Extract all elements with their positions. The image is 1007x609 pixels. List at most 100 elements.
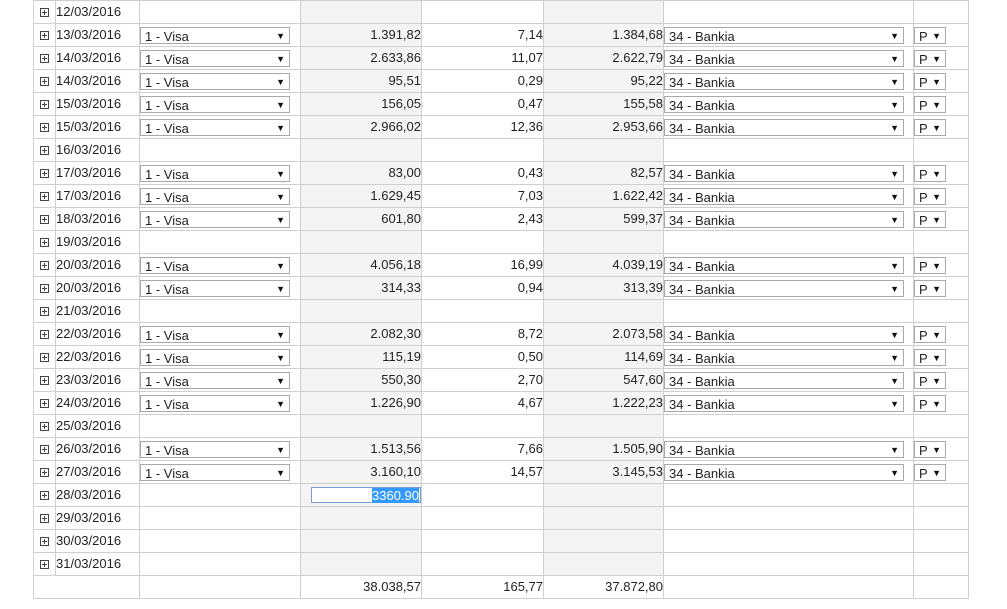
status-select[interactable]: P ▼ xyxy=(914,188,946,206)
expand-plus-icon[interactable] xyxy=(40,192,49,202)
card-type-select[interactable]: 1 - Visa ▼ xyxy=(140,165,290,183)
expand-plus-icon[interactable] xyxy=(40,445,49,455)
expand-plus-icon[interactable] xyxy=(40,330,49,340)
card-type-select[interactable]: 1 - Visa ▼ xyxy=(140,96,290,114)
card-type-cell: 1 - Visa ▼ xyxy=(139,161,301,185)
bank-select[interactable]: 34 - Bankia ▼ xyxy=(664,280,904,298)
amount-cell xyxy=(300,138,422,162)
card-type-select[interactable]: 1 - Visa ▼ xyxy=(140,27,290,45)
expand-plus-icon[interactable] xyxy=(40,376,49,386)
bank-select[interactable]: 34 - Bankia ▼ xyxy=(664,188,904,206)
date-cell: 13/03/2016 xyxy=(55,23,140,47)
amount-cell xyxy=(300,552,422,576)
date-cell: 30/03/2016 xyxy=(55,529,140,553)
table-row: 14/03/2016 1 - Visa ▼ 2.633,86 11,07 2.622,79… xyxy=(33,46,969,70)
card-type-select[interactable]: 1 - Visa ▼ xyxy=(140,372,290,390)
status-select[interactable]: P ▼ xyxy=(914,441,946,459)
status-select-value: P xyxy=(919,282,928,298)
amount-edit-selected-text: 3360.90 xyxy=(372,488,419,503)
expand-plus-icon[interactable] xyxy=(40,491,49,501)
status-select-value: P xyxy=(919,328,928,344)
status-select[interactable]: P ▼ xyxy=(914,257,946,275)
status-select[interactable]: P ▼ xyxy=(914,73,946,91)
chevron-down-icon: ▼ xyxy=(890,100,899,111)
expand-plus-icon[interactable] xyxy=(40,146,49,156)
card-type-select[interactable]: 1 - Visa ▼ xyxy=(140,119,290,137)
card-type-select[interactable]: 1 - Visa ▼ xyxy=(140,188,290,206)
expand-cell xyxy=(33,23,56,47)
expand-plus-icon[interactable] xyxy=(40,514,49,524)
bank-select[interactable]: 34 - Bankia ▼ xyxy=(664,119,904,137)
date-cell: 24/03/2016 xyxy=(55,391,140,415)
bank-cell xyxy=(663,138,914,162)
bank-select[interactable]: 34 - Bankia ▼ xyxy=(664,326,904,344)
date-cell: 26/03/2016 xyxy=(55,437,140,461)
fee-cell xyxy=(421,299,544,323)
status-select[interactable]: P ▼ xyxy=(914,96,946,114)
chevron-down-icon: ▼ xyxy=(932,376,941,387)
expand-plus-icon[interactable] xyxy=(40,399,49,409)
status-select[interactable]: P ▼ xyxy=(914,395,946,413)
bank-select[interactable]: 34 - Bankia ▼ xyxy=(664,395,904,413)
expand-plus-icon[interactable] xyxy=(40,422,49,432)
card-type-select[interactable]: 1 - Visa ▼ xyxy=(140,50,290,68)
expand-plus-icon[interactable] xyxy=(40,537,49,547)
status-select[interactable]: P ▼ xyxy=(914,349,946,367)
expand-plus-icon[interactable] xyxy=(40,31,49,41)
status-select[interactable]: P ▼ xyxy=(914,326,946,344)
status-select[interactable]: P ▼ xyxy=(914,119,946,137)
bank-select[interactable]: 34 - Bankia ▼ xyxy=(664,372,904,390)
card-type-select[interactable]: 1 - Visa ▼ xyxy=(140,349,290,367)
table-row: 28/03/2016 3360.90 xyxy=(33,483,969,507)
status-select[interactable]: P ▼ xyxy=(914,50,946,68)
card-type-select[interactable]: 1 - Visa ▼ xyxy=(140,464,290,482)
card-type-select[interactable]: 1 - Visa ▼ xyxy=(140,326,290,344)
status-select[interactable]: P ▼ xyxy=(914,27,946,45)
bank-select[interactable]: 34 - Bankia ▼ xyxy=(664,73,904,91)
card-type-cell: 1 - Visa ▼ xyxy=(139,322,301,346)
card-type-select[interactable]: 1 - Visa ▼ xyxy=(140,441,290,459)
bank-select[interactable]: 34 - Bankia ▼ xyxy=(664,96,904,114)
bank-select[interactable]: 34 - Bankia ▼ xyxy=(664,27,904,45)
expand-plus-icon[interactable] xyxy=(40,215,49,225)
status-select[interactable]: P ▼ xyxy=(914,165,946,183)
amount-edit-input[interactable]: 3360.90 xyxy=(311,487,421,503)
expand-plus-icon[interactable] xyxy=(40,169,49,179)
expand-plus-icon[interactable] xyxy=(40,307,49,317)
card-type-select[interactable]: 1 - Visa ▼ xyxy=(140,280,290,298)
chevron-down-icon: ▼ xyxy=(932,215,941,226)
bank-select[interactable]: 34 - Bankia ▼ xyxy=(664,257,904,275)
bank-select-value: 34 - Bankia xyxy=(669,29,735,45)
expand-cell xyxy=(33,138,56,162)
bank-select[interactable]: 34 - Bankia ▼ xyxy=(664,441,904,459)
expand-plus-icon[interactable] xyxy=(40,261,49,271)
status-select[interactable]: P ▼ xyxy=(914,280,946,298)
expand-plus-icon[interactable] xyxy=(40,77,49,87)
amount-cell: 1.391,82 xyxy=(300,23,422,47)
status-select[interactable]: P ▼ xyxy=(914,372,946,390)
bank-select[interactable]: 34 - Bankia ▼ xyxy=(664,464,904,482)
expand-plus-icon[interactable] xyxy=(40,54,49,64)
expand-plus-icon[interactable] xyxy=(40,560,49,570)
bank-select[interactable]: 34 - Bankia ▼ xyxy=(664,349,904,367)
expand-plus-icon[interactable] xyxy=(40,100,49,110)
card-type-select[interactable]: 1 - Visa ▼ xyxy=(140,211,290,229)
card-type-select[interactable]: 1 - Visa ▼ xyxy=(140,257,290,275)
bank-select[interactable]: 34 - Bankia ▼ xyxy=(664,165,904,183)
expand-plus-icon[interactable] xyxy=(40,8,49,18)
expand-plus-icon[interactable] xyxy=(40,353,49,363)
date-cell: 22/03/2016 xyxy=(55,322,140,346)
bank-select[interactable]: 34 - Bankia ▼ xyxy=(664,50,904,68)
expand-plus-icon[interactable] xyxy=(40,123,49,133)
status-select[interactable]: P ▼ xyxy=(914,464,946,482)
amount-cell[interactable]: 3360.90 xyxy=(300,483,422,507)
bank-select[interactable]: 34 - Bankia ▼ xyxy=(664,211,904,229)
expand-plus-icon[interactable] xyxy=(40,284,49,294)
expand-plus-icon[interactable] xyxy=(40,468,49,478)
table-row: 22/03/2016 1 - Visa ▼ 115,19 0,50 114,69 34 - … xyxy=(33,345,969,369)
status-select[interactable]: P ▼ xyxy=(914,211,946,229)
card-type-select[interactable]: 1 - Visa ▼ xyxy=(140,73,290,91)
fee-cell: 11,07 xyxy=(421,46,544,70)
expand-plus-icon[interactable] xyxy=(40,238,49,248)
card-type-select[interactable]: 1 - Visa ▼ xyxy=(140,395,290,413)
